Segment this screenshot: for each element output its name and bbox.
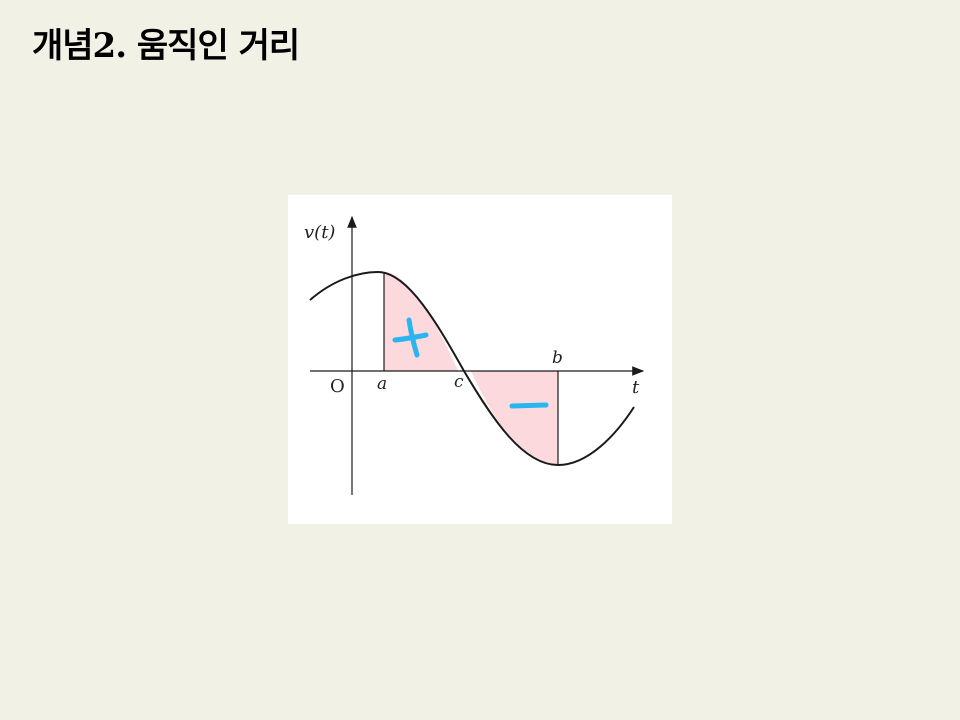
velocity-graph: v(t) t O a c b [304,215,645,495]
velocity-curve [309,270,635,467]
x-axis-label: t [632,377,640,398]
point-label-c: c [454,372,464,392]
point-label-b: b [552,348,563,368]
slide-title: 개념2. 움직인 거리 [32,26,300,66]
positive-area-region [384,272,458,371]
minus-annotation [509,402,549,409]
point-label-a: a [377,374,387,394]
velocity-graph-figure: v(t) t O a c b [288,195,672,524]
y-axis-label: v(t) [304,222,335,243]
plus-annotation [392,317,429,358]
origin-label: O [330,376,345,397]
negative-area-region [471,371,558,465]
